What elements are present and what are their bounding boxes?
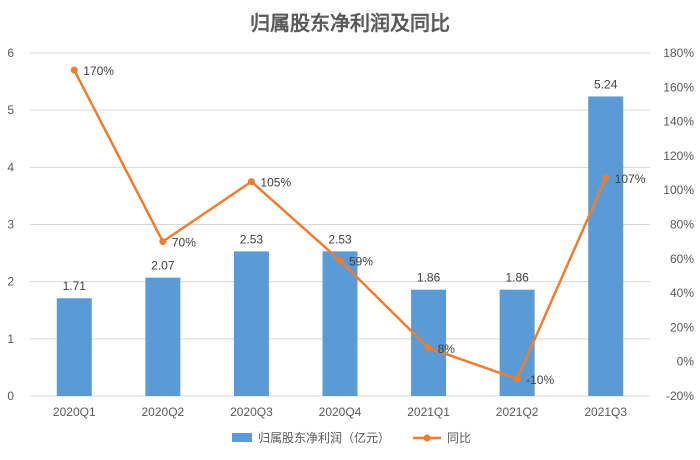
x-axis-tick-label: 2020Q1: [53, 405, 96, 419]
left-axis-tick-label: 2: [7, 275, 14, 289]
line-point: [513, 375, 521, 383]
line-data-label: 8%: [438, 342, 456, 356]
line-data-label: 107%: [615, 172, 646, 186]
line-point: [336, 257, 344, 265]
left-axis-tick-label: 5: [7, 103, 14, 117]
line-series: 170% 70% 105% 59% 8% -10% 107%: [70, 64, 646, 387]
left-axis-tick-label: 1: [7, 332, 14, 346]
x-axis-tick-label: 2021Q3: [584, 405, 627, 419]
left-axis-tick-label: 0: [7, 389, 14, 403]
line-point: [247, 178, 255, 186]
bar-data-label: 2.07: [151, 259, 175, 273]
x-axis-tick-label: 2020Q2: [142, 405, 185, 419]
right-axis-tick-label: 20%: [670, 320, 694, 334]
right-axis-tick-label: 80%: [670, 218, 694, 232]
x-axis-tick-label: 2020Q4: [319, 405, 362, 419]
line-data-label: 170%: [83, 64, 114, 78]
line-point: [425, 344, 433, 352]
left-axis-tick-label: 4: [7, 160, 14, 174]
right-axis-tick-label: 140%: [663, 115, 694, 129]
bar: [56, 298, 92, 396]
right-axis-ticks: -20% 0% 20% 40% 60% 80% 100% 120% 140% 160% 180%: [663, 46, 694, 403]
right-axis-tick-label: 40%: [670, 286, 694, 300]
watermark-cn: 21世纪经济报道: [547, 419, 695, 443]
left-axis-ticks: 0 1 2 3 4 5 6: [7, 46, 14, 403]
bar: [145, 277, 181, 396]
left-axis-tick-label: 6: [7, 46, 14, 60]
bar: [411, 289, 447, 396]
bar: [588, 96, 624, 397]
right-axis-tick-label: 0%: [677, 355, 695, 369]
line-point: [70, 66, 78, 74]
x-axis-tick-label: 2021Q1: [407, 405, 450, 419]
line-data-label: 59%: [349, 255, 373, 269]
right-axis-tick-label: 120%: [663, 149, 694, 163]
bar: [233, 251, 269, 396]
bar-data-label: 1.86: [505, 271, 529, 285]
watermark-logo: 21世纪经济报道 21ST CENTURY BUSINESS HERALD: [543, 419, 695, 454]
line-point: [602, 174, 610, 182]
line-data-label: -10%: [526, 373, 554, 387]
right-axis-tick-label: -20%: [666, 389, 694, 403]
chart-title: 归属股东净利润及同比: [250, 11, 450, 35]
bar-data-label: 1.71: [63, 279, 87, 293]
right-axis-tick-label: 160%: [663, 80, 694, 94]
bar-data-label: 1.86: [417, 271, 441, 285]
line-point: [159, 238, 167, 246]
x-axis-tick-label: 2021Q2: [496, 405, 539, 419]
right-axis-tick-label: 60%: [670, 252, 694, 266]
right-axis-tick-label: 180%: [663, 46, 694, 60]
legend-bar-swatch: [232, 433, 252, 442]
right-axis-tick-label: 100%: [663, 183, 694, 197]
left-axis-tick-label: 3: [7, 218, 14, 232]
x-axis-ticks: 2020Q1 2020Q2 2020Q3 2020Q4 2021Q1 2021Q2 2021…: [53, 405, 627, 419]
legend-line-label: 同比: [447, 431, 471, 445]
line-data-label: 70%: [172, 236, 196, 250]
watermark-en: 21ST CENTURY BUSINESS HERALD: [543, 445, 695, 454]
bar-data-label: 5.24: [594, 77, 618, 91]
bar-data-label: 2.53: [240, 232, 264, 246]
bar-series: 1.71 2.07 2.53 2.53 1.86 1.86 5.24: [56, 77, 624, 397]
bar: [322, 251, 358, 396]
legend-line-marker: [423, 434, 431, 442]
line-data-label: 105%: [260, 176, 291, 190]
bar-data-label: 2.53: [328, 232, 352, 246]
x-axis-tick-label: 2020Q3: [230, 405, 273, 419]
legend: 归属股东净利润（亿元） 同比: [232, 430, 471, 445]
legend-bar-label: 归属股东净利润（亿元）: [258, 430, 390, 445]
